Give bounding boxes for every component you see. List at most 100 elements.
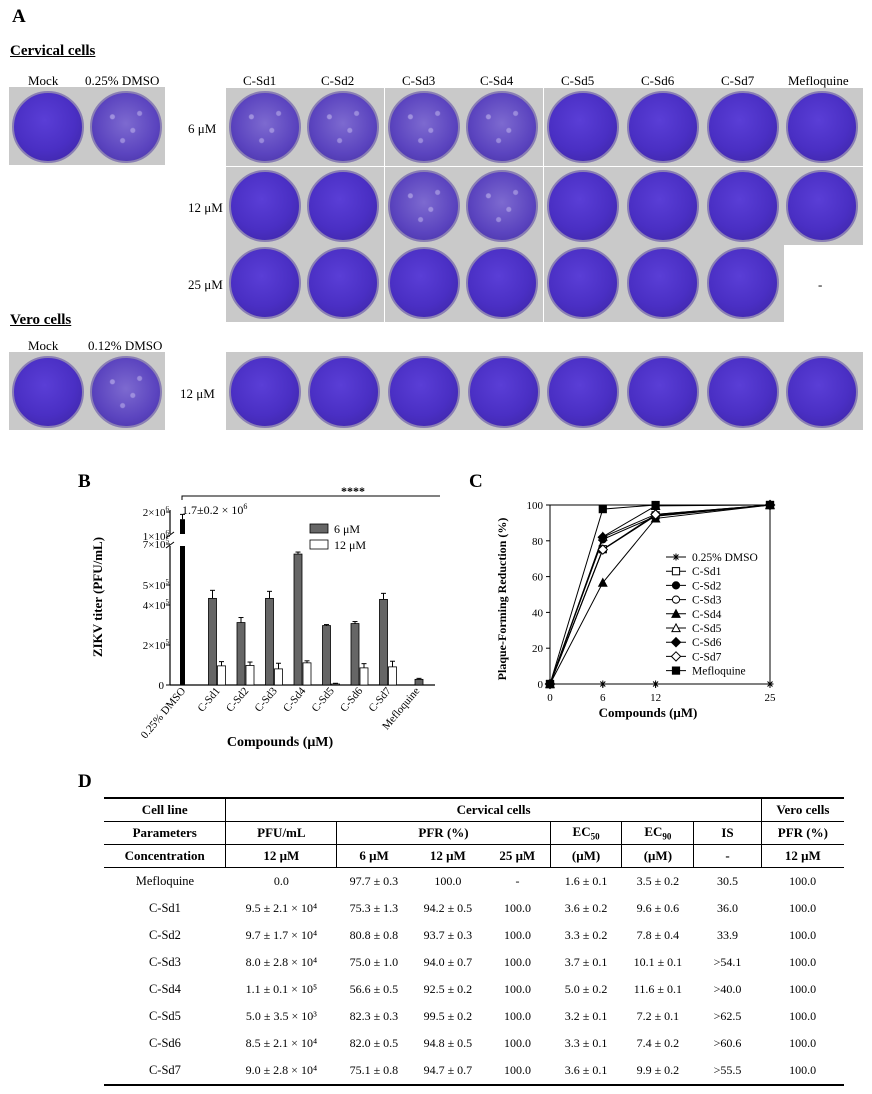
chart-c-ytick-label: 20 [532, 643, 544, 655]
plaque-well [229, 91, 301, 163]
plaque-well [786, 356, 858, 428]
table-cell: 94.0 ± 0.7 [423, 955, 473, 969]
table-cell: 92.5 ± 0.2 [423, 982, 473, 996]
bar [180, 546, 185, 685]
table-cell: 100.0 [504, 928, 532, 942]
chart-b-category-label: C-Sd5 [310, 685, 338, 715]
table-cell: C-Sd1 [148, 901, 181, 915]
table-cell: 3.3 ± 0.2 [564, 928, 608, 942]
ytick-exp: 5 [166, 578, 170, 586]
table-cell: 0.0 [273, 874, 289, 888]
chart-c-xtick-label: 25 [765, 692, 777, 704]
point-marker [597, 577, 608, 587]
bar-chart-panel-b: ZIKV titer (PFU/mL) Compounds (μM) **** … [90, 484, 440, 750]
table-cell: 100.0 [504, 955, 532, 969]
th-vero-pfr: PFR (%) [760, 821, 844, 845]
plaque-well [707, 170, 779, 242]
point-marker [651, 500, 660, 510]
table-cell: 9.0 ± 2.8 × 10⁴ [225, 1057, 337, 1086]
table-cell: 100.0 [789, 955, 817, 969]
bar [388, 666, 397, 686]
bar [217, 665, 226, 686]
chart-b-category-label: 0.25% DMSO [139, 685, 189, 741]
table-cell: 1.1 ± 0.1 × 10⁵ [245, 982, 318, 996]
point-marker [599, 680, 607, 688]
chart-b-legend-swatch [309, 523, 329, 534]
compound-label: C-Sd7 [721, 73, 755, 88]
table-cell: 82.0 ± 0.5 [349, 1036, 399, 1050]
chart-c-ytick-label: 40 [532, 607, 544, 619]
table-cell: C-Sd5 [148, 1009, 181, 1023]
chart-b-legend-label: 6 μM [334, 522, 360, 536]
th-subheader: - [693, 844, 762, 868]
point-marker [672, 553, 680, 561]
plaque-well [468, 356, 540, 428]
chart-b-category-label: C-Sd7 [367, 685, 395, 715]
line-chart-panel-c: Plaque-Forming Reduction (%) Compounds (… [495, 499, 777, 720]
concentration-label: 25 μM [188, 277, 223, 292]
table-cell: 7.4 ± 0.2 [636, 1036, 680, 1050]
th-ec50-sub: 50 [590, 831, 600, 842]
plaque-well [547, 247, 619, 319]
chart-c-legend-label: C-Sd6 [692, 637, 722, 649]
table-cell: C-Sd3 [148, 955, 181, 969]
table-cell: 94.2 ± 0.5 [423, 901, 473, 915]
plaque-well [786, 91, 858, 163]
chart-c-ytick-label: 80 [532, 536, 544, 548]
chart-c-ytick-label: 60 [532, 572, 544, 584]
point-marker [598, 505, 607, 514]
chart-b-annotation: 1.7±0.2 × 106 [182, 502, 247, 517]
th-subheader: (μM) [550, 844, 623, 868]
plaque-well [466, 91, 538, 163]
table-cell: >40.0 [713, 982, 742, 996]
point-marker [765, 500, 775, 510]
vero-cells-title: Vero cells [10, 312, 72, 328]
th-pfr: PFR (%) [336, 821, 551, 845]
chart-c-legend-label: C-Sd3 [692, 595, 722, 607]
plaque-well [307, 247, 379, 319]
chart-b-category-label: C-Sd4 [281, 685, 309, 715]
table-cell: 100.0 [789, 1009, 817, 1023]
table-header-row-3: Concentration 12 μM 6 μM 12 μM 25 μM (μM) (μM)… [104, 844, 844, 868]
point-marker [671, 666, 681, 675]
bar [379, 598, 388, 686]
chart-c-legend-label: C-Sd4 [692, 609, 722, 621]
bar [180, 519, 185, 534]
th-subheader: 12 μM [760, 844, 844, 868]
table-cell: 100.0 [504, 982, 532, 996]
ytick-base: 2×10 [143, 507, 166, 519]
table-cell: 80.8 ± 0.8 [349, 928, 399, 942]
table-cell: 94.8 ± 0.5 [423, 1036, 473, 1050]
table-row: C-Sd1 9.5 ± 2.1 × 10⁴ 75.3 ± 1.3 94.2 ± 0.5… [104, 895, 844, 922]
table-cell: 11.6 ± 0.1 [633, 982, 682, 996]
plaque-well [229, 170, 301, 242]
table-cell: 9.6 ± 0.6 [636, 901, 680, 915]
th-pfu: PFU/mL [225, 821, 338, 845]
point-marker [671, 567, 681, 576]
bar [302, 662, 312, 686]
table-cell: Mefloquine [135, 874, 195, 888]
plaque-well [229, 356, 301, 428]
chart-b-ytick-label: 2×105 [143, 638, 170, 652]
cervical-cells-title: Cervical cells [10, 43, 96, 59]
bar [245, 665, 255, 686]
no-data-dash: - [818, 277, 823, 292]
point-marker [766, 680, 774, 688]
series-line [549, 504, 771, 685]
concentration-label: 12 μM [188, 200, 223, 215]
table-cell: 3.6 ± 0.2 [564, 901, 608, 915]
bar [265, 597, 274, 686]
table-cell: 8.0 ± 2.8 × 10⁴ [245, 955, 318, 969]
table-cell: 3.2 ± 0.1 [564, 1009, 608, 1023]
chart-c-legend-label: 0.25% DMSO [692, 552, 758, 564]
plaque-well [627, 91, 699, 163]
plaque-well [229, 247, 301, 319]
panel-b-letter: B [78, 471, 91, 492]
th-subheader: 6 μM [336, 844, 411, 868]
chart-b-ytick-label: 2×106 [143, 505, 170, 519]
bar [414, 678, 424, 686]
chart-b-category-label: C-Sd3 [253, 685, 281, 715]
chart-c-xtick-label: 12 [650, 692, 661, 704]
table-header-row-1: Cell line Cervical cells Vero cells [104, 797, 844, 822]
table-header-row-2: Parameters PFU/mL PFR (%) EC50 EC90 IS P… [104, 821, 844, 845]
